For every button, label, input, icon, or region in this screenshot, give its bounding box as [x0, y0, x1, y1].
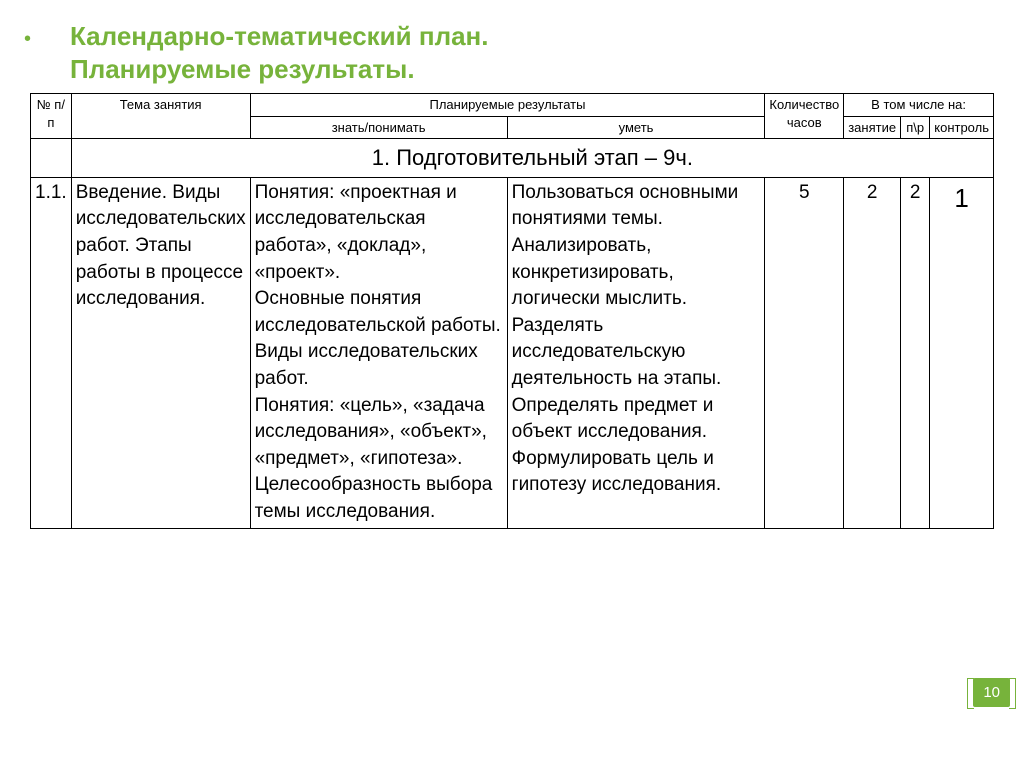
cell-know: Понятия: «проектная и исследовательская … — [250, 177, 507, 528]
col-hours: Количество часов — [765, 94, 844, 139]
cell-can: Пользоваться основными понятиями темы. А… — [507, 177, 765, 528]
col-including: В том числе на: — [844, 94, 994, 117]
title-line-2: Планируемые результаты. — [70, 53, 994, 86]
bullet-icon: • — [24, 28, 31, 51]
cell-topic: Введение. Виды исследовательских работ. … — [71, 177, 250, 528]
section-row: 1. Подготовительный этап – 9ч. — [31, 139, 994, 178]
cell-lesson: 2 — [844, 177, 901, 528]
col-can: уметь — [507, 116, 765, 139]
col-pr: п\р — [901, 116, 930, 139]
section-empty — [31, 139, 72, 178]
col-num: № п/п — [31, 94, 72, 139]
plan-table: № п/п Тема занятия Планируемые результат… — [30, 93, 994, 529]
section-label: 1. Подготовительный этап – 9ч. — [71, 139, 993, 178]
cell-control: 1 — [930, 177, 994, 528]
cell-num: 1.1. — [31, 177, 72, 528]
col-know: знать/понимать — [250, 116, 507, 139]
col-results: Планируемые результаты — [250, 94, 765, 117]
page-number-badge: 10 — [973, 678, 1010, 707]
cell-hours: 5 — [765, 177, 844, 528]
col-topic: Тема занятия — [71, 94, 250, 139]
slide-container: • Календарно-тематический план. Планируе… — [0, 0, 1024, 767]
data-row-1: 1.1. Введение. Виды исследовательских ра… — [31, 177, 994, 528]
col-control: контроль — [930, 116, 994, 139]
header-row-1: № п/п Тема занятия Планируемые результат… — [31, 94, 994, 117]
col-lesson: занятие — [844, 116, 901, 139]
title-line-1: Календарно-тематический план. — [70, 20, 994, 53]
cell-pr: 2 — [901, 177, 930, 528]
title-block: Календарно-тематический план. Планируемы… — [70, 20, 994, 85]
